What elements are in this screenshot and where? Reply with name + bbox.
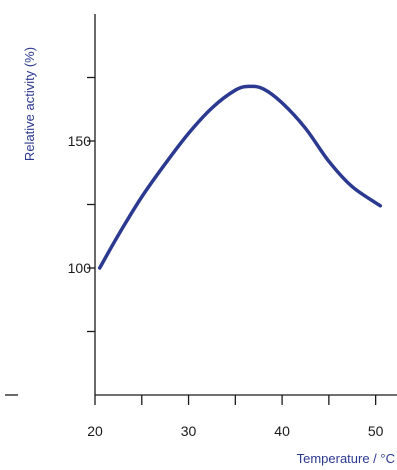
x-tick-label: 20 <box>87 423 103 439</box>
x-axis-title: Temperature / °C <box>297 451 395 466</box>
ticks <box>87 76 377 405</box>
axes <box>5 14 397 396</box>
y-tick-label: 150 <box>68 133 92 149</box>
series-group <box>97 84 383 270</box>
series-line <box>97 84 383 270</box>
y-tick-label: 100 <box>68 260 92 276</box>
x-tick-label: 40 <box>274 423 290 439</box>
x-tick-label: 30 <box>181 423 197 439</box>
y-axis-title: Relative activity (%) <box>22 47 37 161</box>
x-tick-label: 50 <box>368 423 384 439</box>
tick-labels: 20 30 40 50 100 150 <box>68 133 384 439</box>
